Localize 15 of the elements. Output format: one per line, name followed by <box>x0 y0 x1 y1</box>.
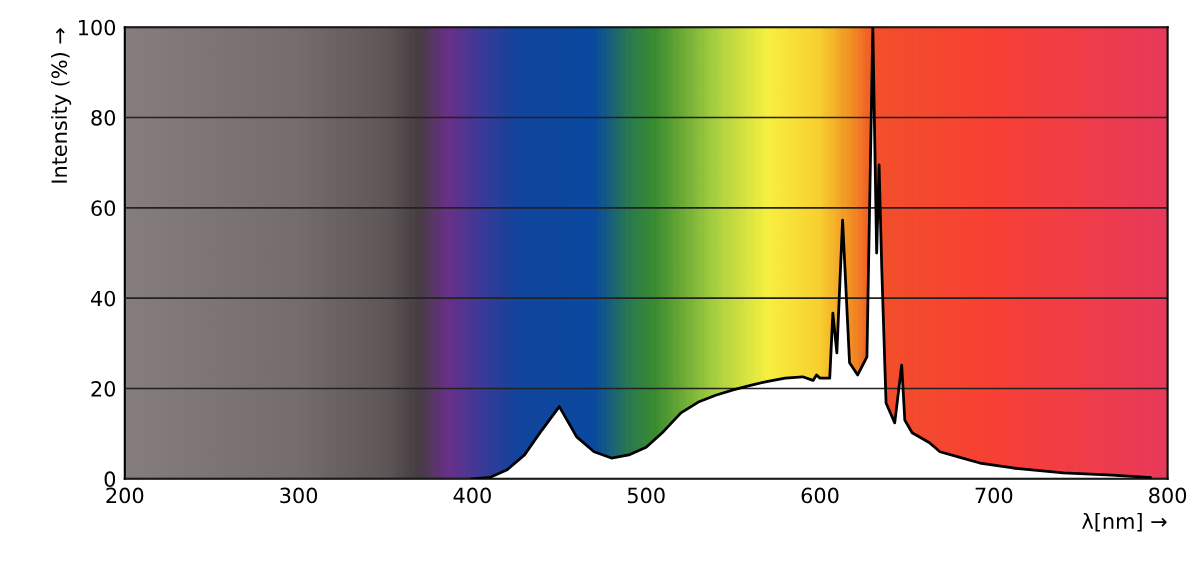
x-tick-label: 800 <box>1149 487 1187 504</box>
x-tick-label: 700 <box>975 487 1013 504</box>
y-tick-label: 40 <box>90 290 116 307</box>
x-axis-title: λ[nm] → <box>1082 512 1167 532</box>
y-axis-title: Intensity (%) → <box>50 28 72 183</box>
x-tick-label: 300 <box>280 487 318 504</box>
y-tick-label: 80 <box>91 109 116 126</box>
y-tick-label: 100 <box>78 19 116 36</box>
y-tick-label: 0 <box>104 471 116 488</box>
x-tick-label: 400 <box>453 487 491 504</box>
x-tick-label: 500 <box>627 487 665 504</box>
y-tick-label: 60 <box>91 200 116 217</box>
y-tick-label: 20 <box>91 380 116 397</box>
x-tick-label: 200 <box>106 487 144 504</box>
x-tick-label: 600 <box>801 487 839 504</box>
